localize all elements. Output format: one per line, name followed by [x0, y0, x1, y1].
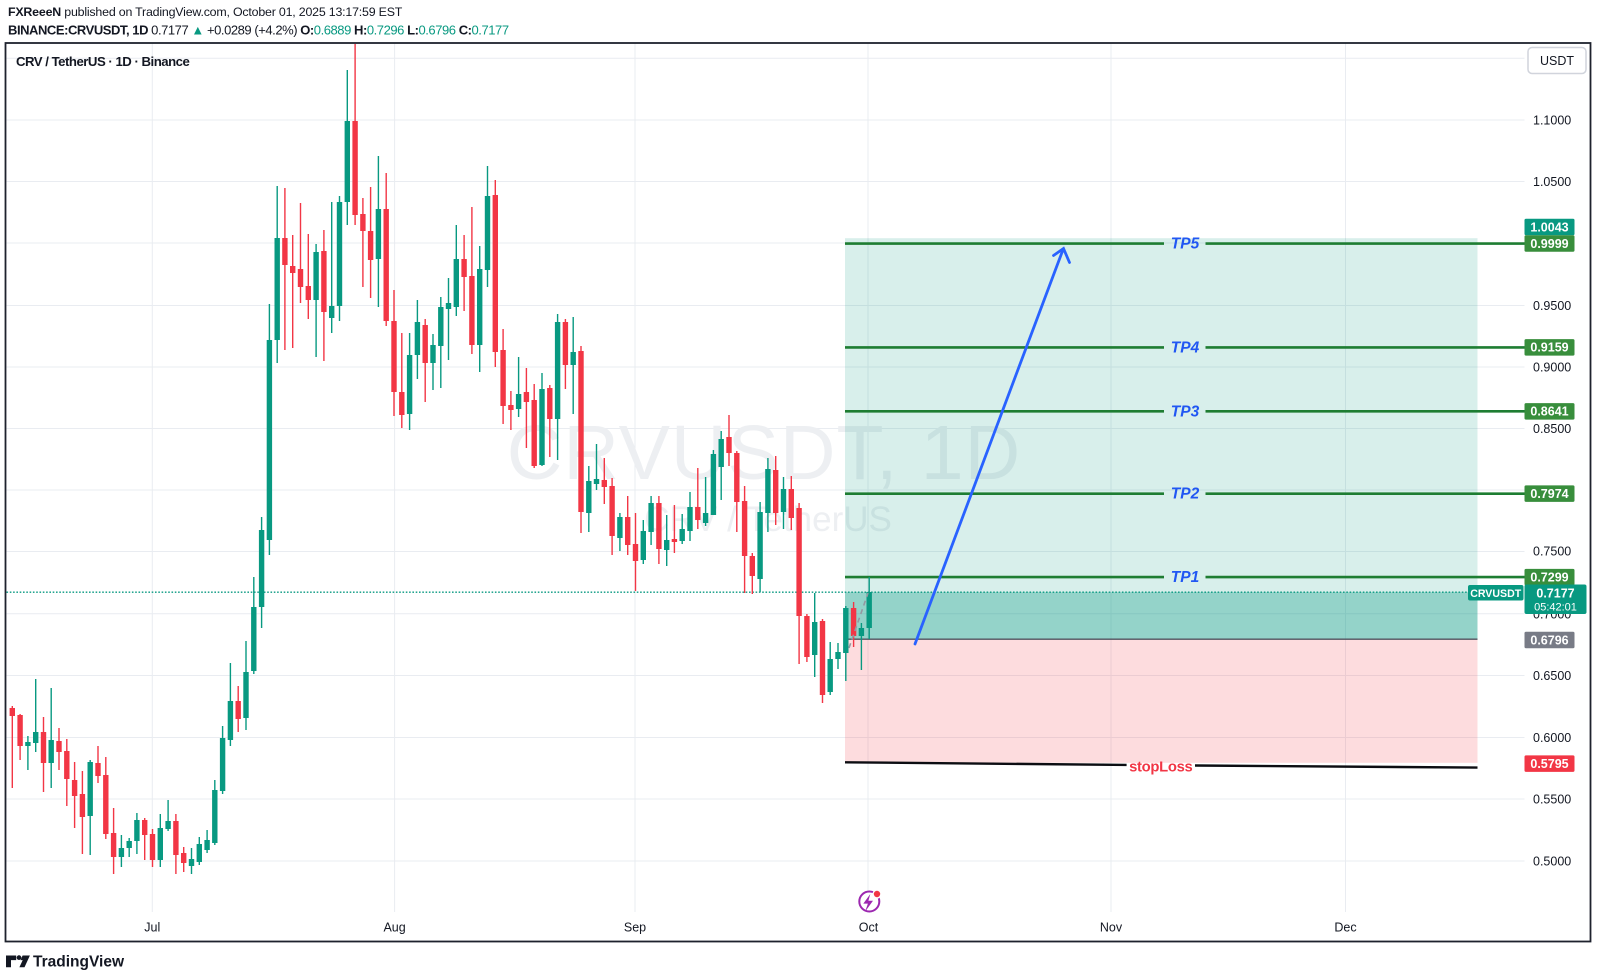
svg-text:0.5500: 0.5500: [1533, 793, 1571, 807]
svg-text:0.5000: 0.5000: [1533, 855, 1571, 869]
svg-text:Dec: Dec: [1334, 921, 1356, 935]
svg-text:BINANCE:CRVUSDT, 1D 0.7177 ▲: BINANCE:CRVUSDT, 1D 0.7177 ▲ +0.0289 (+4…: [8, 23, 509, 38]
svg-text:TP5: TP5: [1171, 236, 1200, 253]
svg-text:0.6796: 0.6796: [1530, 633, 1568, 647]
svg-text:TP3: TP3: [1171, 403, 1200, 420]
svg-text:Jul: Jul: [144, 921, 160, 935]
svg-text:TradingView: TradingView: [33, 954, 125, 971]
svg-text:USDT: USDT: [1540, 54, 1574, 68]
svg-text:Aug: Aug: [383, 921, 405, 935]
svg-text:0.7500: 0.7500: [1533, 545, 1571, 559]
svg-text:0.9159: 0.9159: [1530, 341, 1568, 355]
svg-text:1.1000: 1.1000: [1533, 114, 1571, 128]
svg-text:0.6000: 0.6000: [1533, 731, 1571, 745]
svg-text:Oct: Oct: [859, 921, 879, 935]
svg-text:stopLoss: stopLoss: [1129, 759, 1192, 775]
svg-text:0.9999: 0.9999: [1530, 237, 1568, 251]
svg-text:0.7177: 0.7177: [1536, 587, 1574, 601]
svg-text:Nov: Nov: [1100, 921, 1123, 935]
svg-text:TP4: TP4: [1171, 339, 1200, 356]
svg-text:CRVUSDT, 1D: CRVUSDT, 1D: [507, 410, 1021, 496]
svg-text:0.6500: 0.6500: [1533, 669, 1571, 683]
svg-text:TP1: TP1: [1171, 569, 1199, 586]
svg-text:0.7974: 0.7974: [1530, 487, 1568, 501]
svg-text:0.8641: 0.8641: [1530, 405, 1568, 419]
svg-text:FXReeeN published on TradingVi: FXReeeN published on TradingView.com, Oc…: [8, 5, 403, 19]
svg-text:05:42:01: 05:42:01: [1534, 602, 1577, 614]
svg-text:0.9500: 0.9500: [1533, 299, 1571, 313]
svg-text:0.5795: 0.5795: [1530, 757, 1568, 771]
svg-text:0.8500: 0.8500: [1533, 422, 1571, 436]
svg-text:0.7299: 0.7299: [1530, 570, 1568, 584]
svg-text:Sep: Sep: [624, 921, 646, 935]
svg-text:1.0500: 1.0500: [1533, 175, 1571, 189]
svg-text:CRV / TetherUS · 1D · Binance: CRV / TetherUS · 1D · Binance: [16, 54, 190, 69]
svg-text:CRVUSDT: CRVUSDT: [1470, 588, 1522, 600]
svg-text:1.0043: 1.0043: [1530, 220, 1568, 234]
svg-text:TP2: TP2: [1171, 486, 1200, 503]
svg-text:0.9000: 0.9000: [1533, 361, 1571, 375]
